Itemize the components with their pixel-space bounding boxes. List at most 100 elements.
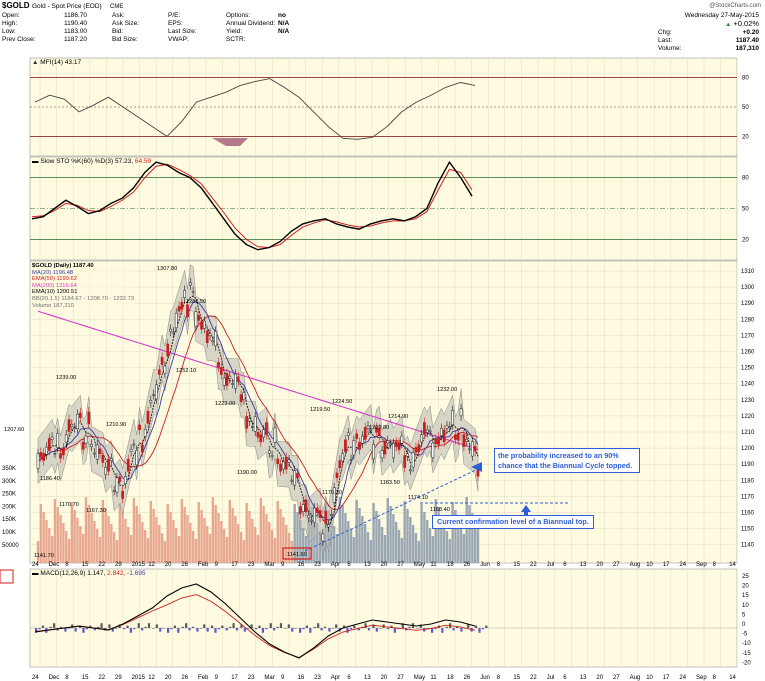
x-axis-label: 23: [314, 675, 321, 681]
volume-bar: [197, 502, 200, 563]
candle-body: [121, 490, 124, 499]
volume-bar: [239, 532, 243, 563]
volume-bar: [349, 529, 353, 563]
macd-histogram-bar: [211, 625, 214, 628]
candle-body: [219, 367, 223, 375]
x-axis-label: 12: [148, 562, 155, 568]
volume-bar: [225, 537, 229, 563]
x-axis-label: 14: [729, 562, 736, 568]
volume-bar: [454, 510, 457, 563]
macd-histogram-bar: [41, 625, 44, 628]
chg-value: +0.20: [742, 29, 759, 36]
candle-body: [251, 426, 254, 428]
candle-body: [465, 439, 469, 442]
candle-body: [115, 477, 119, 493]
side-marker-box: [0, 569, 14, 584]
volume-bar: [383, 535, 387, 563]
x-axis-label: 24: [679, 562, 686, 568]
candle-body: [363, 427, 367, 440]
volume-bar: [155, 517, 158, 563]
candle-body: [293, 470, 297, 486]
candle-body: [327, 524, 330, 528]
price-tick-label: 1220: [741, 414, 755, 420]
macd-tick-label: -10: [742, 641, 751, 647]
candle-body: [428, 430, 432, 433]
candle-body: [132, 443, 136, 446]
candle-body: [434, 438, 438, 445]
volume-bar: [53, 499, 57, 563]
volume-bar: [48, 528, 51, 563]
candle-body: [104, 467, 108, 475]
x-axis-label: Sep: [696, 562, 707, 568]
x-axis-label: 9: [215, 562, 219, 568]
volume-label: Volume:: [658, 45, 682, 52]
x-axis-label: 26: [464, 675, 471, 681]
candle-body: [118, 476, 122, 482]
x-axis-label: 27: [613, 675, 620, 681]
macd-histogram-bar: [313, 626, 316, 628]
macd-histogram-bar: [170, 628, 173, 630]
macd-histogram-bar: [49, 626, 52, 628]
macd-histogram-bar: [59, 626, 63, 628]
x-axis-label: 8: [65, 562, 69, 568]
volume-bar: [36, 541, 40, 563]
trend-line: [304, 467, 481, 552]
volume-bar: [50, 536, 54, 563]
x-axis-label: 9: [281, 675, 285, 681]
candle-body: [321, 533, 325, 542]
x-axis-label: Dec: [49, 562, 60, 568]
chg-label: Chg:: [658, 29, 672, 36]
x-axis-label: 24: [679, 675, 686, 681]
sto-d-line: [31, 163, 473, 249]
candle-body: [177, 306, 181, 312]
x-axis-label: 18: [447, 675, 454, 681]
x-axis-label: 13: [364, 562, 371, 568]
candle-body: [341, 453, 344, 462]
candle-body: [95, 444, 99, 460]
x-axis-label: 26: [464, 562, 471, 568]
x-axis-label: Aug: [630, 562, 641, 568]
volume-bar: [304, 536, 308, 563]
x-axis-label: 15: [82, 675, 89, 681]
price-tick-label: 1140: [741, 543, 755, 549]
macd-histogram-bar: [141, 628, 144, 631]
price-label: 1223.00: [215, 401, 235, 407]
quote-date: Wednesday 27-May-2015: [684, 12, 759, 19]
macd-histogram-bar: [177, 628, 180, 633]
volume-bar: [237, 524, 240, 563]
volume-bar: [98, 537, 102, 563]
quote-row: Prev Close: 1187.20: [2, 36, 88, 43]
volume-bar: [451, 502, 454, 563]
price-label: 1190.00: [237, 470, 257, 476]
candle-body: [318, 510, 322, 518]
macd-histogram-bar: [137, 623, 140, 628]
volume-bar: [251, 519, 254, 563]
candle-body: [338, 460, 342, 468]
volume-bar: [67, 539, 71, 563]
volume-bar: [256, 535, 260, 563]
macd-histogram-bar: [129, 628, 132, 633]
macd-histogram-bar: [401, 623, 404, 628]
macd-histogram-bar: [367, 628, 371, 631]
volume-bar: [186, 515, 189, 563]
volume-bar: [217, 513, 220, 563]
candle-body: [366, 425, 370, 429]
macd-histogram-bar: [167, 628, 170, 633]
volume-bar: [358, 508, 361, 563]
candle-body: [262, 429, 265, 438]
price-tick-label: 1230: [741, 398, 755, 404]
candle-body: [73, 427, 77, 429]
candle-body: [375, 427, 378, 433]
macd-histogram-bar: [284, 628, 287, 629]
candle-body: [126, 458, 130, 472]
macd-histogram-bar: [82, 628, 85, 633]
macd-histogram-bar: [375, 628, 378, 632]
candle-body: [290, 479, 294, 482]
macd-histogram-bar: [294, 628, 297, 629]
macd-histogram-bar: [162, 628, 165, 629]
candle-body: [205, 330, 209, 344]
candle-body: [279, 463, 282, 472]
candle-body: [442, 429, 446, 443]
volume-bar: [355, 500, 358, 563]
